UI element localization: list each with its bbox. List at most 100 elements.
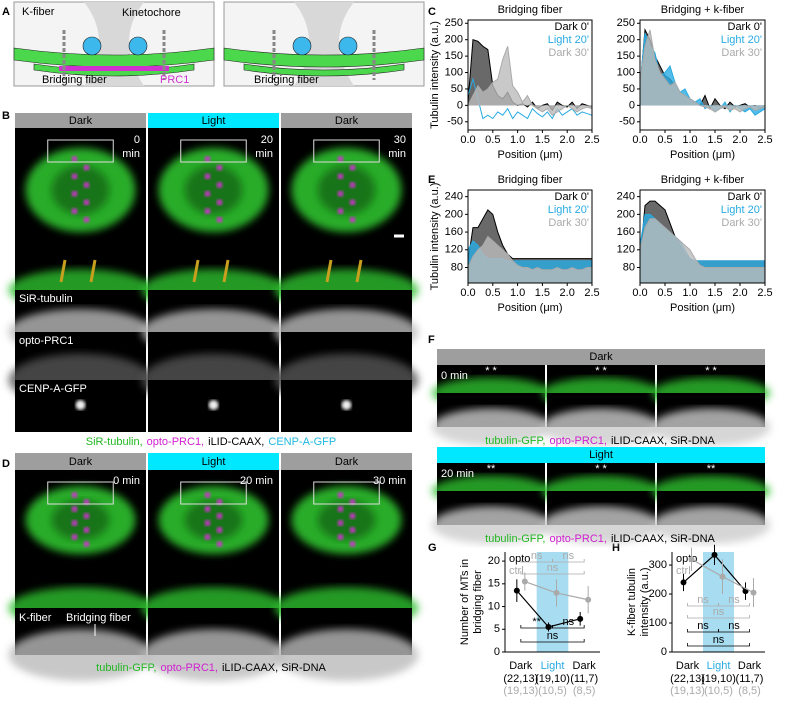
axis-frame: [639, 19, 766, 131]
axis-frame: [467, 189, 593, 284]
annotation: ns: [713, 634, 725, 646]
bracket: [687, 643, 750, 647]
annotation: **: [532, 616, 541, 628]
x-tick-label: Dark: [573, 660, 597, 672]
image-signal: [541, 408, 661, 446]
y-tick-label: 150: [445, 50, 463, 62]
area: [468, 46, 592, 116]
bracket: [552, 625, 585, 629]
x-tick-label: 1.5: [707, 134, 722, 146]
y-tick-label: 160: [617, 226, 635, 238]
image-signal: [204, 156, 211, 162]
roi-box: [180, 481, 247, 505]
caption: tubulin-GFP, opto-PRC1, iLID-CAAX, SiR-DNA: [485, 435, 715, 447]
image-signal: [337, 173, 344, 180]
image-signal: [337, 190, 344, 197]
image-signal: [341, 400, 352, 410]
y-tick-label: 150: [617, 50, 635, 62]
x-tick-label: 1.0: [682, 287, 697, 299]
x-tick-label: 1.0: [682, 134, 697, 146]
header-bar: [148, 113, 279, 128]
time: 30: [394, 134, 406, 146]
chart-title: Bridging fiber: [498, 4, 563, 16]
roi-box: [180, 139, 247, 163]
y-tick-label: 120: [617, 244, 635, 256]
image-signal: [349, 199, 356, 206]
x-tick-label: 2.0: [560, 134, 575, 146]
legend-entry: Dark 30': [548, 47, 589, 59]
time-unit: min: [388, 148, 406, 160]
y-tick-label: 0: [661, 646, 667, 658]
header: Dark: [69, 115, 93, 127]
caption-part: iLID-CAAX,: [208, 436, 264, 448]
x-axis-title: Position (μm): [670, 149, 735, 161]
label: K-fiber: [19, 612, 52, 624]
y-tick-label: 200: [617, 34, 635, 46]
annotation: ns: [713, 606, 725, 618]
kinetochore: [292, 36, 312, 56]
point: [545, 624, 552, 630]
y-axis-title: K-fiber tubulin: [626, 568, 638, 636]
line: [467, 46, 593, 116]
legend-entry: Dark 0': [728, 191, 763, 203]
y-tick-label: 80: [451, 261, 463, 273]
image-signal: [204, 173, 211, 180]
x-tick-label: 0.0: [460, 134, 475, 146]
n-label: (8,5): [573, 685, 596, 697]
chart-title: Bridging fiber: [498, 174, 563, 186]
y-tick-label: 5: [494, 623, 500, 635]
n-label: (19,13): [503, 685, 538, 697]
x-axis-title: Position (μm): [497, 149, 562, 161]
legend-entry: ctrl: [676, 565, 691, 577]
annotation: ns: [697, 620, 709, 632]
image-signal: [216, 216, 223, 223]
panel-label: F: [428, 334, 435, 346]
caption-part: opto-PRC1,: [549, 533, 606, 545]
caption-part: iLID-CAAX, SiR-DNA: [222, 662, 327, 674]
annotation: ns: [547, 562, 559, 574]
time: 20 min: [441, 468, 474, 480]
time: 30 min: [373, 475, 406, 487]
n-label: (19,10): [701, 673, 736, 685]
n-label: (10,5): [538, 685, 567, 697]
cut-marker: [325, 259, 333, 283]
n-label: (22,13): [670, 673, 705, 685]
label: Bridging fiber: [42, 74, 107, 86]
cut-marker: [59, 259, 67, 283]
bracket: [687, 615, 750, 619]
prc1-bar: [59, 66, 169, 71]
kinetochore: [82, 36, 102, 56]
n-label: (8,5): [738, 685, 761, 697]
point: [577, 615, 584, 622]
line: [467, 235, 592, 271]
image-signal: [349, 216, 356, 223]
y-axis-title: Number of MTs in: [459, 559, 471, 645]
bracket: [520, 639, 585, 643]
image-signal: [71, 190, 78, 197]
bracket: [520, 571, 585, 575]
marker: **: [487, 463, 496, 475]
image-signal: [349, 527, 356, 533]
header-bar: [148, 453, 279, 470]
x-tick-label: 2.0: [732, 287, 747, 299]
y-tick-label: 200: [445, 34, 463, 46]
caption-part: CENP-A-GFP: [268, 436, 336, 448]
marker: * *: [595, 463, 607, 475]
header-bar: [15, 113, 146, 128]
y-tick-label: 200: [617, 208, 635, 220]
y-tick-label: 200: [649, 588, 667, 600]
label: Bridging fiber: [66, 612, 131, 624]
axis-frame: [467, 19, 593, 131]
header: Light: [202, 456, 226, 468]
legend-entry: Dark 30': [721, 217, 762, 229]
point: [521, 578, 528, 585]
image-signal: [83, 513, 90, 519]
x-tick-label: 0.5: [657, 134, 672, 146]
image-signal: [71, 156, 78, 162]
y-tick-label: 240: [617, 191, 635, 203]
image-signal: [274, 629, 419, 681]
y-tick-label: 200: [445, 208, 463, 220]
panel-label: G: [428, 542, 437, 554]
image-signal: [83, 216, 90, 223]
image-signal: [71, 506, 78, 512]
